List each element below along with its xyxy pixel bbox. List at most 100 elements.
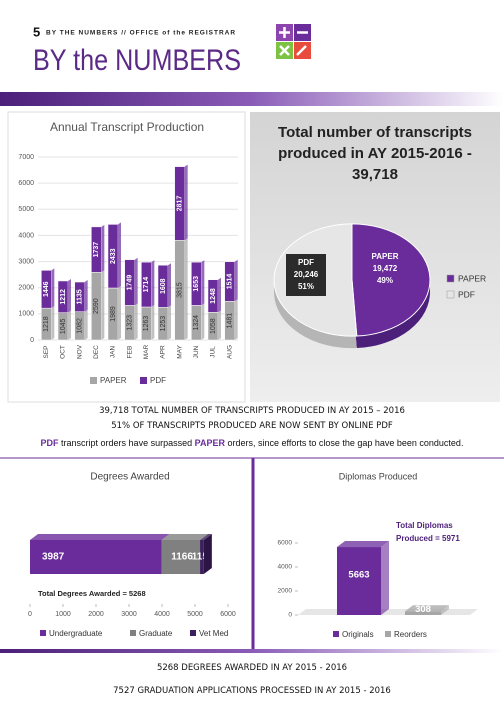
bar <box>337 547 381 615</box>
x-tick-label: DEC <box>93 345 100 359</box>
bar <box>405 611 441 615</box>
y-tick-label: 0 <box>288 612 292 619</box>
bar-side <box>168 305 171 340</box>
x-tick-label: 6000 <box>220 611 236 618</box>
bar-side <box>101 224 105 273</box>
y-tick-label: 5000 <box>18 206 34 213</box>
x-tick-label: JUN <box>193 345 200 358</box>
value-label: 1323 <box>127 315 134 331</box>
data-label: 19,472 <box>373 264 398 273</box>
chart-title: Degrees Awarded <box>90 472 169 483</box>
legend-label: PDF <box>150 376 166 385</box>
value-label: 1324 <box>193 315 200 331</box>
y-tick-label: 6000 <box>278 540 293 547</box>
value-label: 1135 <box>77 289 84 304</box>
bar-side <box>51 268 55 309</box>
value-label: 1653 <box>193 276 200 292</box>
bar-side <box>151 260 155 307</box>
x-tick-label: 5000 <box>187 611 203 618</box>
y-tick-label: 1000 <box>18 311 34 318</box>
value-label: 1045 <box>60 318 67 334</box>
value-label: 1749 <box>127 275 134 291</box>
bar-top <box>405 605 449 612</box>
bar-side <box>218 277 221 313</box>
y-tick-label: 2000 <box>278 588 293 595</box>
x-tick-label: JUL <box>210 346 217 358</box>
page-title: BY the NUMBERS <box>33 44 241 77</box>
x-tick-label: NOV <box>76 344 83 359</box>
x-tick-label: AUG <box>226 345 233 359</box>
value-label: 308 <box>415 604 431 615</box>
footer-band <box>0 649 504 653</box>
value-label: 1263 <box>143 316 150 332</box>
data-label: 20,246 <box>294 270 319 279</box>
data-label: PAPER <box>372 252 399 261</box>
y-tick-label: 2000 <box>18 285 34 292</box>
bar-side <box>68 278 71 313</box>
legend-swatch <box>90 377 97 384</box>
bar-side <box>234 299 238 340</box>
legend-swatch <box>140 377 147 384</box>
value-label: 1058 <box>210 318 217 334</box>
chart-title: Diplomas Produced <box>339 471 418 481</box>
value-label: 1737 <box>93 242 100 258</box>
note-text: orders, since efforts to close the gap h… <box>224 438 464 448</box>
page-number: 5 <box>33 24 40 39</box>
bar-segment <box>124 259 135 306</box>
bar-side <box>381 541 389 615</box>
legend-swatch <box>446 274 455 283</box>
footer-text: 5268 DEGREES AWARDED IN AY 2015 - 2016 <box>156 663 348 673</box>
value-label: 1714 <box>143 277 150 293</box>
x-tick-label: APR <box>160 345 167 359</box>
legend-label: PAPER <box>100 376 127 385</box>
bar-side <box>168 263 171 308</box>
data-label-box <box>365 248 405 290</box>
bar-side <box>201 303 205 340</box>
data-label-box <box>286 254 326 296</box>
header-band <box>0 92 504 106</box>
x-tick-label: SEP <box>43 345 50 358</box>
x-tick-label: MAY <box>176 345 183 359</box>
y-tick-label: 0 <box>30 337 34 344</box>
value-label: 1514 <box>227 274 234 290</box>
chart-title: Annual Transcript Production <box>50 120 204 134</box>
y-tick-label: 4000 <box>18 232 34 239</box>
x-tick-label: 2000 <box>88 611 104 618</box>
bar-side <box>151 304 155 340</box>
bar-segment <box>30 540 162 574</box>
y-tick-label: 6000 <box>18 180 34 187</box>
value-label: 2817 <box>177 196 184 212</box>
legend-label: Reorders <box>394 630 427 639</box>
bar-side <box>441 605 449 615</box>
bar-side <box>134 303 138 340</box>
data-label: 49% <box>377 276 393 285</box>
x-tick-label: OCT <box>60 345 67 359</box>
floor <box>298 609 478 615</box>
value-label: 1218 <box>43 316 50 332</box>
data-label: PDF <box>298 258 314 267</box>
bar-top <box>200 534 212 540</box>
bar-side <box>218 310 221 340</box>
bar-side <box>101 270 105 340</box>
legend-swatch <box>446 290 455 299</box>
value-label: 1608 <box>160 278 167 294</box>
x-tick-label: JAN <box>110 346 117 359</box>
bar-top <box>30 534 170 540</box>
bar-side <box>184 238 188 340</box>
bar-side <box>84 309 88 340</box>
legend-swatch <box>385 631 391 637</box>
note-text: PDF <box>40 438 59 448</box>
legend-label: PDF <box>458 289 475 299</box>
annotation: Total Diplomas Produced = 5971 <box>396 521 460 543</box>
value-label: 115 <box>192 552 209 563</box>
value-label: 3815 <box>177 282 184 298</box>
note: 39,718 TOTAL NUMBER OF TRANSCRIPTS PRODU… <box>99 406 405 416</box>
bar-top <box>337 541 389 548</box>
legend-swatch <box>190 630 196 636</box>
x-tick-label: 1000 <box>55 611 71 618</box>
value-label: 3987 <box>42 552 65 563</box>
x-tick-label: 0 <box>28 611 32 618</box>
bar-segment <box>161 540 201 574</box>
